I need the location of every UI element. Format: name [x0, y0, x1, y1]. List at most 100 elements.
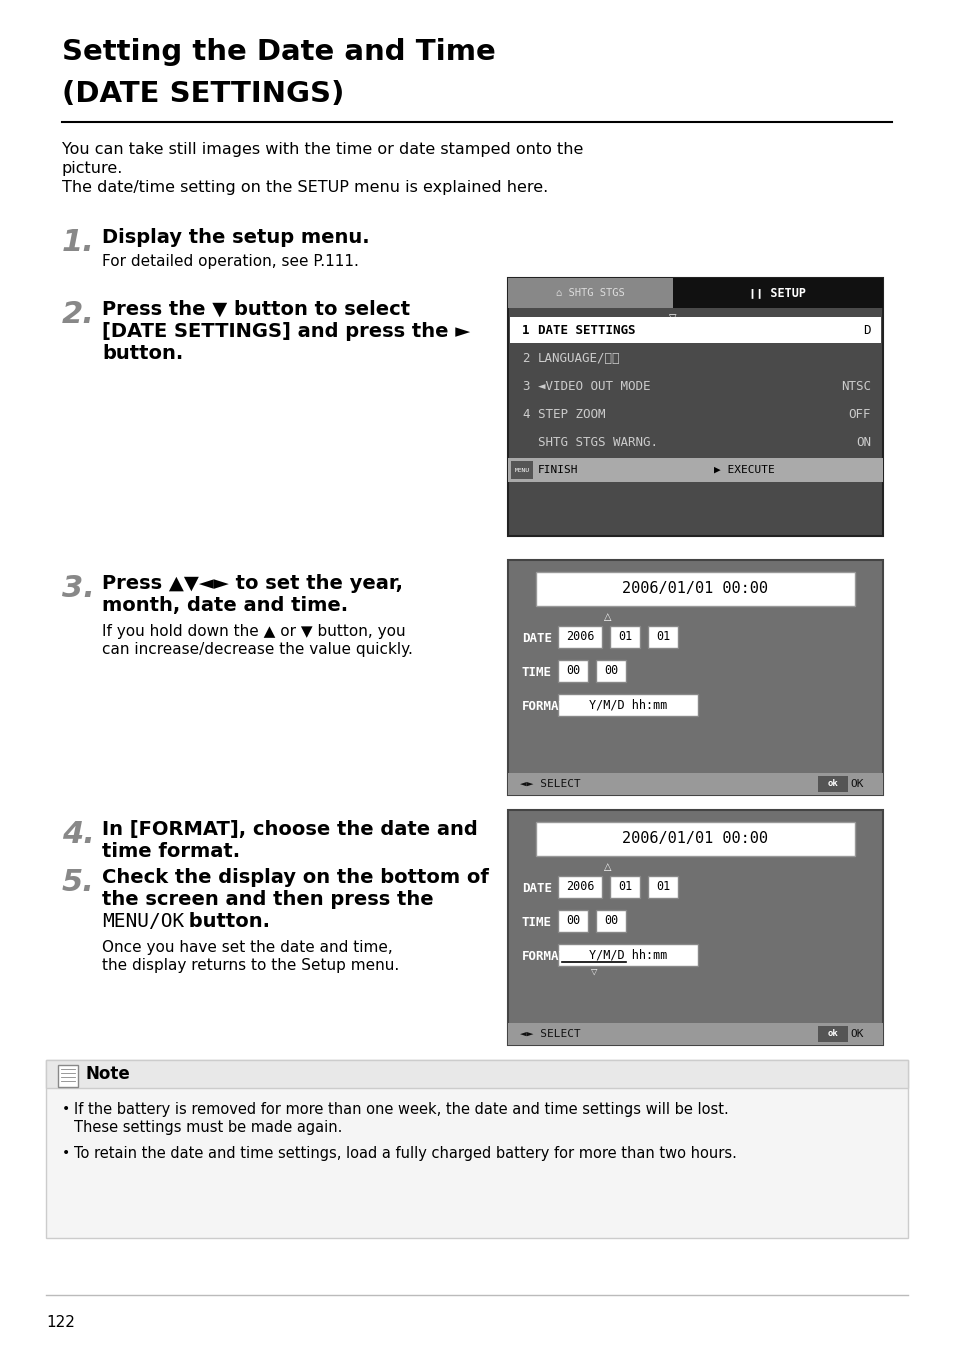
Bar: [647, 626, 678, 648]
Bar: [536, 571, 854, 607]
Text: ⌂ SHTG STGS: ⌂ SHTG STGS: [556, 288, 624, 299]
Text: ❙❙ SETUP: ❙❙ SETUP: [749, 286, 805, 300]
Text: △: △: [603, 862, 611, 871]
Text: 2006: 2006: [565, 881, 594, 893]
Bar: [558, 944, 698, 966]
Text: OK: OK: [849, 1029, 862, 1039]
Text: 5.: 5.: [62, 867, 94, 897]
Bar: [507, 561, 882, 794]
Text: 01: 01: [655, 881, 669, 893]
Bar: [558, 694, 698, 716]
Text: 2006/01/01 00:00: 2006/01/01 00:00: [621, 581, 767, 597]
Text: Once you have set the date and time,: Once you have set the date and time,: [102, 940, 393, 955]
Text: 3: 3: [521, 380, 529, 393]
Text: MENU/OK: MENU/OK: [102, 912, 184, 931]
Text: ok: ok: [827, 780, 838, 789]
Bar: [672, 278, 882, 308]
Text: If the battery is removed for more than one week, the date and time settings wil: If the battery is removed for more than …: [74, 1102, 728, 1117]
Text: 2.: 2.: [62, 300, 94, 330]
Text: For detailed operation, see P.111.: For detailed operation, see P.111.: [102, 254, 358, 269]
Text: ◄VIDEO OUT MODE: ◄VIDEO OUT MODE: [537, 380, 650, 393]
Text: •: •: [62, 1102, 71, 1116]
Text: D: D: [862, 323, 870, 336]
Bar: [596, 661, 625, 682]
Text: 2: 2: [521, 351, 529, 365]
Text: OK: OK: [849, 780, 862, 789]
Text: DATE SETTINGS: DATE SETTINGS: [537, 323, 635, 336]
Bar: [507, 458, 882, 482]
Text: FINISH: FINISH: [537, 465, 578, 476]
Bar: [507, 278, 882, 308]
Text: Y/M/D hh:mm: Y/M/D hh:mm: [588, 948, 666, 962]
Text: △: △: [603, 612, 611, 621]
Text: 4: 4: [521, 408, 529, 420]
Text: TIME: TIME: [521, 916, 552, 928]
Bar: [507, 773, 882, 794]
Text: (DATE SETTINGS): (DATE SETTINGS): [62, 80, 344, 108]
Text: the screen and then press the: the screen and then press the: [102, 890, 434, 909]
Bar: [510, 317, 880, 343]
Bar: [817, 775, 847, 792]
Text: Display the setup menu.: Display the setup menu.: [102, 228, 369, 247]
Bar: [46, 1061, 907, 1238]
Bar: [609, 875, 639, 898]
Bar: [558, 911, 587, 932]
Bar: [511, 461, 533, 480]
Bar: [609, 626, 639, 648]
Text: SHTG STGS WARNG.: SHTG STGS WARNG.: [537, 435, 658, 449]
Text: Y/M/D hh:mm: Y/M/D hh:mm: [588, 698, 666, 712]
Bar: [507, 1023, 882, 1046]
Text: ◄► SELECT: ◄► SELECT: [519, 780, 580, 789]
Bar: [647, 875, 678, 898]
Text: Press the ▼ button to select: Press the ▼ button to select: [102, 300, 410, 319]
Text: time format.: time format.: [102, 842, 240, 861]
Text: [DATE SETTINGS] and press the ►: [DATE SETTINGS] and press the ►: [102, 322, 470, 340]
Text: OFF: OFF: [847, 408, 870, 420]
Text: To retain the date and time settings, load a fully charged battery for more than: To retain the date and time settings, lo…: [74, 1146, 736, 1161]
Text: ok: ok: [827, 1029, 838, 1039]
Text: picture.: picture.: [62, 161, 123, 176]
Text: 122: 122: [46, 1315, 74, 1329]
Bar: [58, 1065, 78, 1088]
Text: 1: 1: [521, 323, 529, 336]
Text: 1.: 1.: [62, 228, 94, 257]
Bar: [558, 661, 587, 682]
Bar: [507, 278, 672, 308]
Text: The date/time setting on the SETUP menu is explained here.: The date/time setting on the SETUP menu …: [62, 180, 548, 195]
Text: 2006/01/01 00:00: 2006/01/01 00:00: [621, 831, 767, 847]
Bar: [558, 875, 601, 898]
Text: These settings must be made again.: These settings must be made again.: [74, 1120, 342, 1135]
Text: •: •: [62, 1146, 71, 1161]
Text: You can take still images with the time or date stamped onto the: You can take still images with the time …: [62, 142, 583, 157]
Text: In [FORMAT], choose the date and: In [FORMAT], choose the date and: [102, 820, 477, 839]
Text: NTSC: NTSC: [841, 380, 870, 393]
Text: button.: button.: [102, 345, 183, 363]
Bar: [558, 626, 601, 648]
Text: 01: 01: [618, 631, 632, 643]
Text: 3.: 3.: [62, 574, 94, 603]
Text: Note: Note: [86, 1065, 131, 1084]
Text: 2006: 2006: [565, 631, 594, 643]
Text: LANGUAGE/言語: LANGUAGE/言語: [537, 351, 619, 365]
Text: 00: 00: [603, 915, 618, 928]
Bar: [507, 278, 882, 536]
Text: ▽: ▽: [669, 313, 676, 323]
Text: Setting the Date and Time: Setting the Date and Time: [62, 38, 496, 66]
Text: month, date and time.: month, date and time.: [102, 596, 348, 615]
Text: ▽: ▽: [590, 967, 597, 975]
Text: FORMAT: FORMAT: [521, 700, 566, 712]
Text: 4.: 4.: [62, 820, 94, 848]
Text: ◄► SELECT: ◄► SELECT: [519, 1029, 580, 1039]
Text: 00: 00: [603, 665, 618, 677]
Text: ▶ EXECUTE: ▶ EXECUTE: [714, 465, 774, 476]
Bar: [536, 821, 854, 857]
Text: TIME: TIME: [521, 666, 552, 678]
Text: FORMAT: FORMAT: [521, 950, 566, 962]
Text: 00: 00: [565, 665, 579, 677]
Text: 01: 01: [618, 881, 632, 893]
Text: MENU: MENU: [514, 467, 529, 473]
Text: DATE: DATE: [521, 881, 552, 894]
Text: STEP ZOOM: STEP ZOOM: [537, 408, 605, 420]
Text: DATE: DATE: [521, 631, 552, 644]
Text: 00: 00: [565, 915, 579, 928]
